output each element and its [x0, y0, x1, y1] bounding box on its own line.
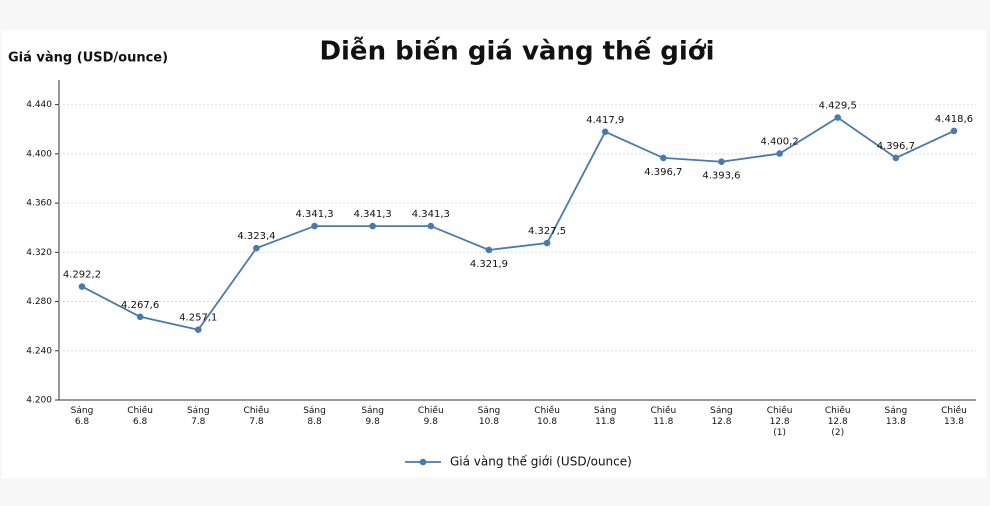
x-tick-label: Chiều 11.8 — [650, 405, 676, 427]
y-tick-label: 4.280 — [26, 297, 52, 307]
point — [543, 239, 551, 247]
data-label: 4.257,1 — [179, 313, 217, 324]
data-label: 4.393,6 — [702, 171, 740, 182]
point — [253, 244, 260, 252]
data-label: 4.267,6 — [121, 300, 159, 311]
data-label: 4.429,5 — [819, 101, 857, 112]
data-label: 4.321,9 — [470, 259, 508, 270]
x-tick-label: Sáng 8.8 — [303, 406, 326, 427]
y-tick-label: 4.240 — [26, 346, 52, 356]
y-tick-label: 4.200 — [26, 396, 52, 406]
point — [311, 222, 318, 230]
x-tick-label: Chiều 12.8 (1) — [767, 405, 793, 438]
point — [78, 283, 86, 290]
x-tick-label: Chiều 7.8 — [244, 405, 270, 427]
point — [194, 326, 202, 334]
x-tick-label: Chiều 12.8 (2) — [825, 405, 851, 438]
data-label: 4.323,4 — [237, 231, 275, 242]
line — [81, 116, 955, 331]
data-label: 4.341,3 — [295, 209, 333, 220]
data-label: 4.418,6 — [935, 114, 973, 125]
point — [950, 127, 958, 135]
point — [369, 222, 376, 230]
point — [601, 128, 609, 136]
data-label: 4.396,7 — [877, 141, 915, 152]
x-tick-label: Chiều 10.8 — [534, 405, 560, 427]
x-tick-label: Sáng 13.8 — [885, 406, 908, 427]
point — [892, 154, 900, 162]
data-label: 4.417,9 — [586, 115, 624, 126]
data-label: 4.341,3 — [412, 209, 450, 220]
point — [427, 222, 435, 230]
x-tick-label: Chiều 9.8 — [418, 405, 444, 427]
x-tick-label: Chiều 6.8 — [127, 405, 153, 427]
data-label: 4.400,2 — [761, 137, 799, 148]
x-tick-label: Sáng 7.8 — [187, 406, 210, 427]
data-label: 4.396,7 — [644, 167, 682, 178]
legend-marker — [419, 458, 427, 466]
x-tick-label: Sáng 12.8 — [710, 406, 733, 427]
data-label: 4.327,5 — [528, 226, 566, 237]
y-tick-label: 4.400 — [26, 149, 52, 159]
point — [136, 313, 144, 321]
x-tick-label: Chiều 13.8 — [941, 405, 967, 427]
point — [485, 246, 493, 254]
point — [776, 150, 783, 157]
x-tick-label: Sáng 11.8 — [594, 406, 617, 427]
x-tick-label: Sáng 6.8 — [71, 406, 94, 427]
x-tick-label: Sáng 10.8 — [478, 406, 501, 427]
point — [718, 158, 725, 166]
x-tick-label: Sáng 9.8 — [361, 406, 384, 427]
point — [660, 154, 667, 162]
chart-background — [2, 30, 986, 478]
y-tick-label: 4.440 — [26, 100, 52, 110]
point — [834, 114, 842, 121]
data-label: 4.292,2 — [63, 270, 101, 281]
chart-title: Diễn biến giá vàng thế giới — [319, 36, 714, 67]
data-label: 4.341,3 — [354, 209, 392, 220]
y-tick-label: 4.320 — [26, 248, 52, 258]
y-tick-label: 4.360 — [26, 199, 52, 209]
y-axis-label: Giá vàng (USD/ounce) — [8, 51, 168, 66]
legend-label: Giá vàng thế giới (USD/ounce) — [450, 455, 632, 469]
